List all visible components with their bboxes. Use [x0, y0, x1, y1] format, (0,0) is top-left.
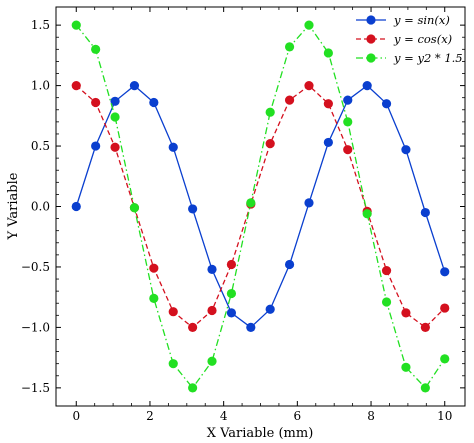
legend-marker [366, 15, 376, 25]
x-tick-label: 0 [72, 409, 80, 423]
data-point [91, 97, 101, 108]
data-point [168, 142, 178, 152]
data-point [420, 322, 430, 333]
x-tick-label: 8 [367, 409, 375, 423]
legend-marker [366, 53, 376, 63]
data-point [284, 259, 295, 270]
data-point [401, 362, 411, 372]
data-point [207, 305, 217, 316]
y-tick-label: 0.0 [31, 200, 50, 214]
data-point [343, 117, 353, 127]
data-point [129, 80, 140, 91]
data-point [110, 112, 120, 122]
data-point [207, 264, 217, 274]
data-point [149, 293, 159, 303]
data-point [149, 263, 159, 273]
data-point [226, 288, 237, 299]
data-point [440, 354, 450, 364]
data-point [265, 107, 275, 117]
data-point [440, 267, 450, 277]
data-point [381, 265, 392, 276]
series-3 [71, 20, 450, 393]
series-line [75, 24, 446, 389]
data-point [71, 80, 81, 91]
data-point [71, 201, 81, 212]
data-point [381, 297, 392, 307]
data-point [440, 303, 450, 313]
data-point [343, 95, 353, 105]
data-point [304, 80, 314, 91]
y-tick-label: −1.0 [21, 320, 50, 334]
data-point [284, 42, 295, 52]
data-point [246, 198, 256, 208]
data-point [401, 308, 411, 318]
data-point [149, 97, 159, 108]
x-axis-label: X Variable (mm) [207, 426, 314, 441]
x-tick-label: 2 [146, 409, 154, 423]
data-point [323, 48, 333, 58]
data-point [188, 322, 198, 333]
data-point [226, 259, 237, 270]
data-point [323, 99, 333, 109]
legend-label: y = sin(x) [393, 13, 450, 27]
data-point [362, 80, 372, 91]
data-point [168, 307, 178, 317]
data-point [323, 137, 333, 148]
y-tick-label: 1.0 [31, 79, 50, 93]
data-point [420, 207, 430, 218]
data-point [188, 204, 198, 214]
data-point [168, 359, 178, 369]
data-point [246, 322, 256, 333]
y-axis-label: Y Variable [6, 172, 21, 240]
y-tick-label: −0.5 [21, 260, 50, 274]
data-point [381, 99, 392, 109]
data-point [110, 142, 120, 152]
data-point [265, 139, 275, 149]
x-tick-label: 10 [437, 409, 452, 423]
series-line [75, 84, 446, 329]
legend-label: y = cos(x) [393, 32, 452, 46]
series-1 [71, 80, 450, 333]
axis-ticks: 0 2 4 6 8 10 1.5 1.0 0.5 0.0 −0.5 −1.0 −1.5 [21, 7, 465, 423]
data-point [265, 304, 275, 314]
data-point [304, 20, 314, 30]
data-point [91, 141, 101, 151]
data-point [129, 203, 140, 213]
data-point [343, 145, 353, 155]
data-point [401, 145, 411, 155]
x-tick-label: 4 [220, 409, 228, 423]
data-point [284, 95, 295, 105]
data-point [226, 308, 237, 318]
data-point [362, 209, 372, 219]
y-tick-label: 0.5 [31, 139, 50, 153]
data-point [188, 383, 198, 393]
plot-area [55, 6, 466, 407]
data-point [71, 20, 81, 30]
data-point [304, 198, 314, 208]
x-tick-label: 6 [294, 409, 302, 423]
legend-label: y = y2 * 1.5 [393, 51, 463, 65]
data-point [420, 383, 430, 393]
data-point [207, 356, 217, 366]
legend-marker [366, 34, 376, 44]
y-tick-label: 1.5 [31, 18, 50, 32]
data-point [110, 96, 120, 106]
legend: y = sin(x) y = cos(x) y = y2 * 1.5 [356, 13, 463, 65]
data-point [91, 44, 101, 54]
series-layer [71, 20, 450, 393]
y-tick-label: −1.5 [21, 381, 50, 395]
